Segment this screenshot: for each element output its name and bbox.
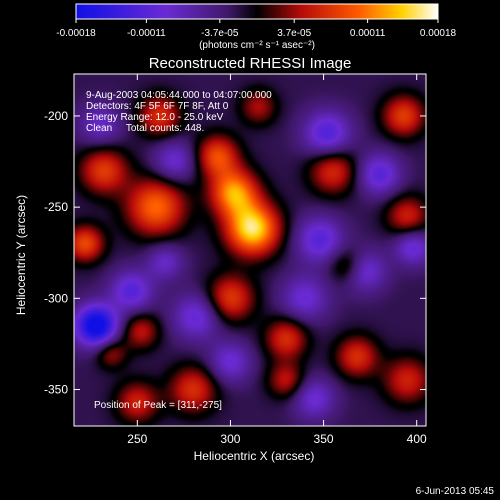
- chart-title: Reconstructed RHESSI Image: [149, 55, 352, 72]
- annotation-detectors: Detectors: 4F 5F 6F 7F 8F, Att 0: [86, 101, 229, 112]
- plot-frame: [73, 73, 427, 427]
- x-axis-label: Heliocentric X (arcsec): [194, 449, 315, 463]
- x-tick-label: 400: [407, 432, 427, 446]
- colorbar-unit-label: (photons cm⁻² s⁻¹ asec⁻²): [199, 40, 315, 51]
- colorbar-tick-label: 3.7e-05: [277, 28, 311, 39]
- heatmap-image-container: [74, 74, 426, 426]
- heatmap-image: [74, 74, 426, 426]
- y-tick-label: -300: [44, 291, 68, 305]
- annotation-counts: Clean Total counts: 448.: [86, 123, 204, 134]
- x-tick-label: 250: [127, 432, 147, 446]
- peak-position-label: Position of Peak = [311,-275]: [94, 400, 222, 411]
- axis-ticks: 250 300 350 400 -200 -250 -300 -350: [44, 74, 427, 446]
- colorbar-tick-label: 0.00018: [420, 28, 457, 39]
- colorbar-ticks: -0.00018 -0.00011 -3.7e-05 3.7e-05 0.00011 0.…: [56, 19, 457, 39]
- colorbar: [75, 3, 439, 20]
- y-axis-label: Heliocentric Y (arcsec): [14, 195, 28, 315]
- y-tick-label: -200: [44, 109, 68, 123]
- annotation-energy-range: Energy Range: 12.0 - 25.0 keV: [86, 112, 224, 123]
- colorbar-tick-label: 0.00011: [350, 28, 386, 39]
- x-tick-label: 350: [314, 432, 334, 446]
- colorbar-tick-label: -0.00011: [127, 28, 166, 39]
- y-tick-label: -350: [44, 383, 68, 397]
- timestamp: 6-Jun-2013 05:45: [416, 486, 495, 497]
- annotation-time-range: 9-Aug-2003 04:05:44.000 to 04:07:00.000: [86, 90, 272, 101]
- colorbar-tick-label: -3.7e-05: [201, 28, 239, 39]
- x-tick-label: 300: [220, 432, 240, 446]
- colorbar-tick-label: -0.00018: [56, 28, 96, 39]
- y-tick-label: -250: [44, 200, 68, 214]
